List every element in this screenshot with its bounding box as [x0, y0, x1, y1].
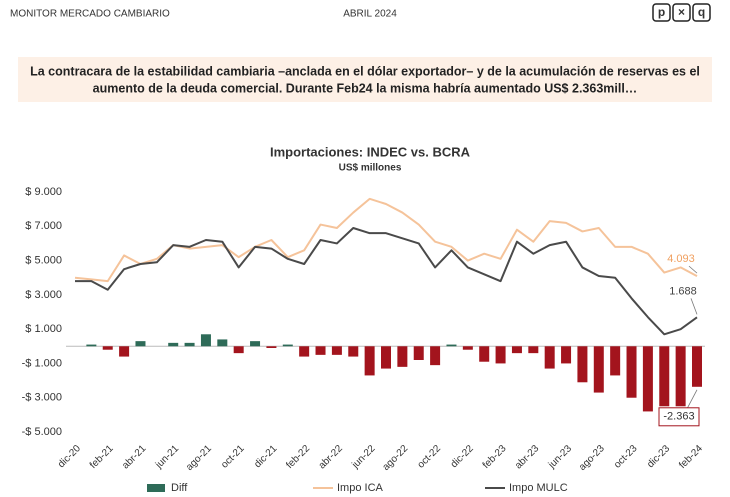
bar [250, 341, 261, 347]
y-tick-label: $ 7.000 [25, 220, 62, 232]
x-tick-label: jun-21 [153, 443, 181, 471]
x-tick-label: dic-20 [56, 443, 83, 470]
bar [299, 346, 310, 357]
line [74, 197, 698, 283]
bar [168, 342, 179, 347]
x-tick-label: feb-21 [88, 443, 116, 471]
y-tick-label: -$ 1.000 [22, 357, 62, 369]
x-tick-label: oct-21 [219, 443, 247, 471]
bar [381, 346, 391, 369]
header-left: MONITOR MERCADO CAMBIARIO [10, 9, 170, 20]
data-label: -2.363 [663, 411, 694, 423]
bar [348, 346, 359, 357]
y-tick-label: $ 5.000 [25, 254, 62, 266]
legend-label: Diff [171, 482, 188, 494]
x-tick-label: oct-23 [612, 443, 640, 471]
y-tick-label: $ 1.000 [25, 323, 62, 335]
logo-letter: p [658, 5, 665, 19]
logo: p × q [652, 3, 711, 22]
bar [282, 344, 293, 347]
bar [446, 344, 457, 347]
x-tick-label: dic-22 [449, 443, 476, 470]
x-tick-label: ago-21 [184, 443, 214, 473]
headline-box [18, 57, 712, 102]
bar [364, 346, 375, 376]
bar [102, 346, 113, 350]
label-leader [688, 265, 698, 274]
bar [430, 346, 441, 366]
x-tick-label: ago-22 [381, 443, 411, 473]
bar [642, 346, 653, 412]
bar [119, 346, 130, 357]
bar [561, 346, 572, 364]
bar [135, 341, 146, 347]
chart-title: Importaciones: INDEC vs. BCRA [270, 144, 471, 159]
bar [479, 346, 490, 362]
y-tick-label: -$ 5.000 [22, 426, 62, 438]
x-tick-label: abr-21 [120, 443, 149, 472]
bar [511, 346, 522, 354]
label-box [658, 407, 700, 427]
logo-letter: q [698, 5, 705, 19]
x-tick-label: jun-22 [349, 443, 377, 471]
x-tick-label: dic-23 [645, 443, 672, 470]
bar [593, 346, 604, 393]
x-tick-label: dic-21 [252, 443, 279, 470]
bar [675, 346, 686, 407]
bar [413, 346, 424, 360]
label-leader [686, 389, 698, 409]
x-tick-label: abr-22 [317, 443, 346, 472]
bar [200, 334, 211, 347]
data-label: 4.093 [667, 253, 695, 265]
bar [544, 346, 555, 369]
logo-box [672, 3, 691, 22]
logo-letter: × [678, 5, 685, 19]
bar [692, 346, 702, 387]
bar [610, 346, 621, 376]
x-tick-label: feb-22 [284, 443, 312, 471]
bar [266, 346, 277, 348]
bar [397, 346, 408, 367]
legend-swatch [147, 484, 165, 492]
logo-box [652, 3, 671, 22]
x-tick-label: feb-24 [677, 443, 705, 471]
bar [626, 346, 637, 398]
header-date: ABRIL 2024 [343, 9, 397, 20]
legend-label: Impo ICA [337, 482, 384, 494]
line [75, 227, 698, 336]
bar [233, 346, 244, 354]
label-leader [690, 298, 698, 315]
bar [184, 342, 195, 347]
x-tick-label: feb-23 [481, 443, 509, 471]
headline: La contracara de la estabilidad cambiari… [30, 64, 700, 78]
y-tick-label: $ 3.000 [25, 289, 62, 301]
bar [315, 346, 326, 355]
x-tick-label: abr-23 [513, 443, 542, 472]
bar [495, 346, 506, 364]
bar [577, 346, 588, 383]
chart-subtitle: US$ millones [339, 163, 402, 174]
bar [331, 346, 342, 355]
logo-box [692, 3, 711, 22]
bar [462, 346, 473, 350]
x-tick-label: ago-23 [577, 443, 607, 473]
y-tick-label: $ 9.000 [25, 186, 62, 198]
legend-label: Impo MULC [509, 482, 568, 494]
bar [86, 344, 97, 347]
bar [217, 339, 228, 347]
y-tick-label: -$ 3.000 [22, 392, 62, 404]
bar [659, 346, 670, 407]
bar [528, 346, 539, 354]
headline: aumento de la deuda comercial. Durante F… [93, 81, 638, 95]
data-label: 1.688 [669, 285, 697, 297]
x-tick-label: oct-22 [416, 443, 444, 471]
x-tick-label: jun-23 [546, 443, 574, 471]
